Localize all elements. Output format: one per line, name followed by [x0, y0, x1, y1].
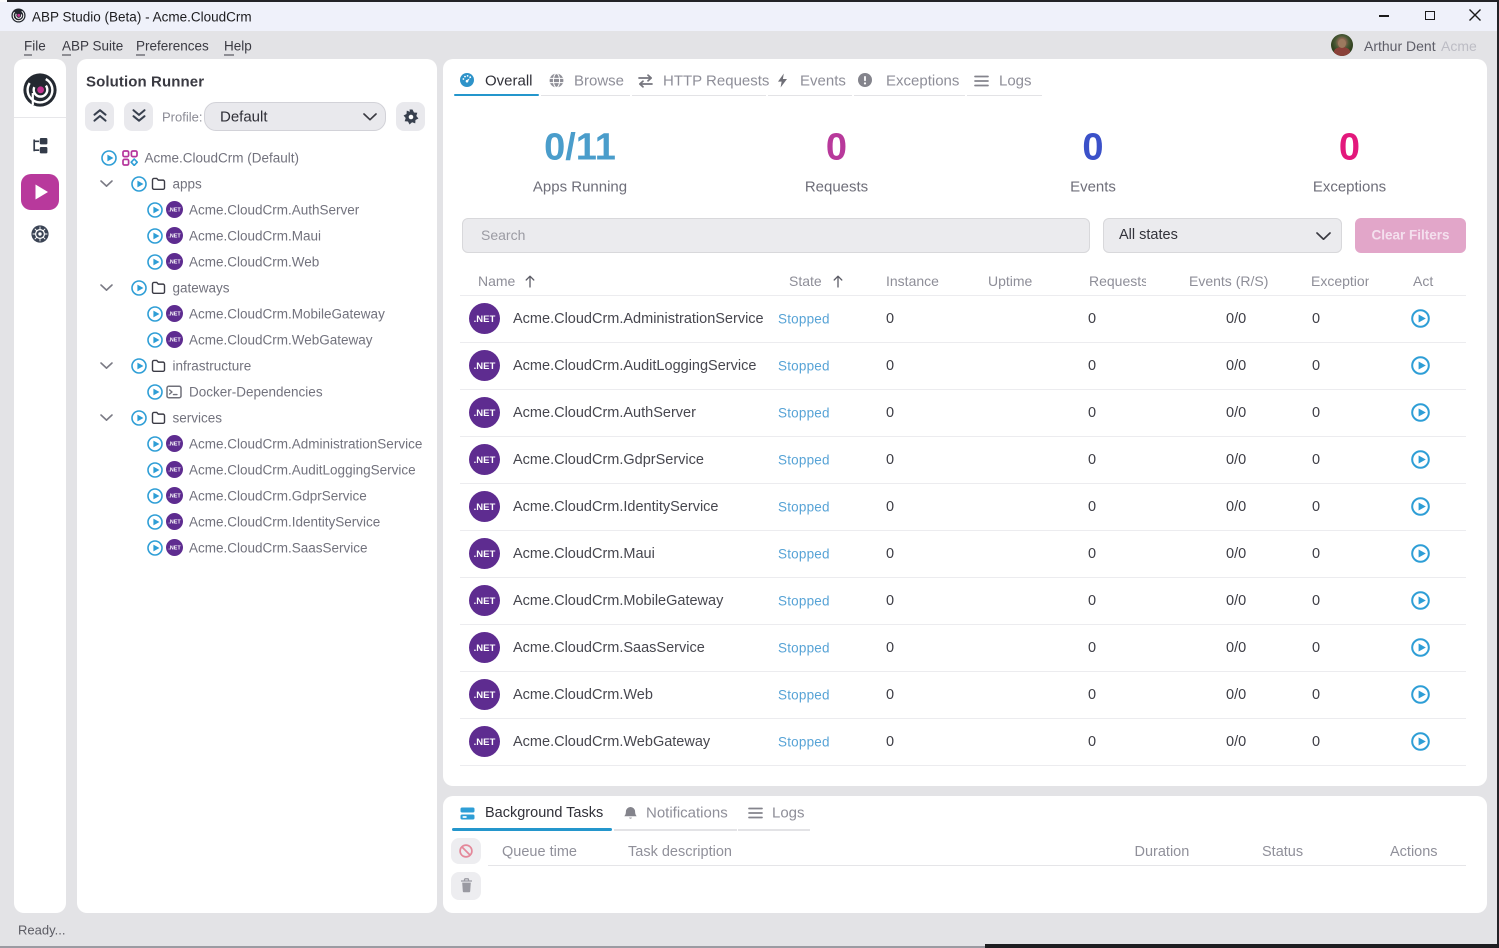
svg-text:.NET: .NET [168, 337, 181, 343]
svg-text:.NET: .NET [474, 690, 496, 701]
svg-text:.NET: .NET [168, 467, 181, 473]
svg-text:.NET: .NET [168, 259, 181, 265]
svg-text:.NET: .NET [474, 314, 496, 325]
svg-text:.NET: .NET [168, 311, 181, 317]
svg-text:.NET: .NET [168, 545, 181, 551]
svg-text:.NET: .NET [168, 207, 181, 213]
svg-text:.NET: .NET [474, 408, 496, 419]
svg-text:.NET: .NET [474, 549, 496, 560]
svg-text:.NET: .NET [474, 643, 496, 654]
svg-text:.NET: .NET [168, 493, 181, 499]
svg-text:.NET: .NET [474, 361, 496, 372]
svg-text:.NET: .NET [474, 455, 496, 466]
svg-text:.NET: .NET [474, 737, 496, 748]
svg-text:.NET: .NET [168, 441, 181, 447]
svg-text:.NET: .NET [474, 596, 496, 607]
svg-text:.NET: .NET [168, 519, 181, 525]
svg-text:.NET: .NET [474, 502, 496, 513]
svg-text:.NET: .NET [168, 233, 181, 239]
